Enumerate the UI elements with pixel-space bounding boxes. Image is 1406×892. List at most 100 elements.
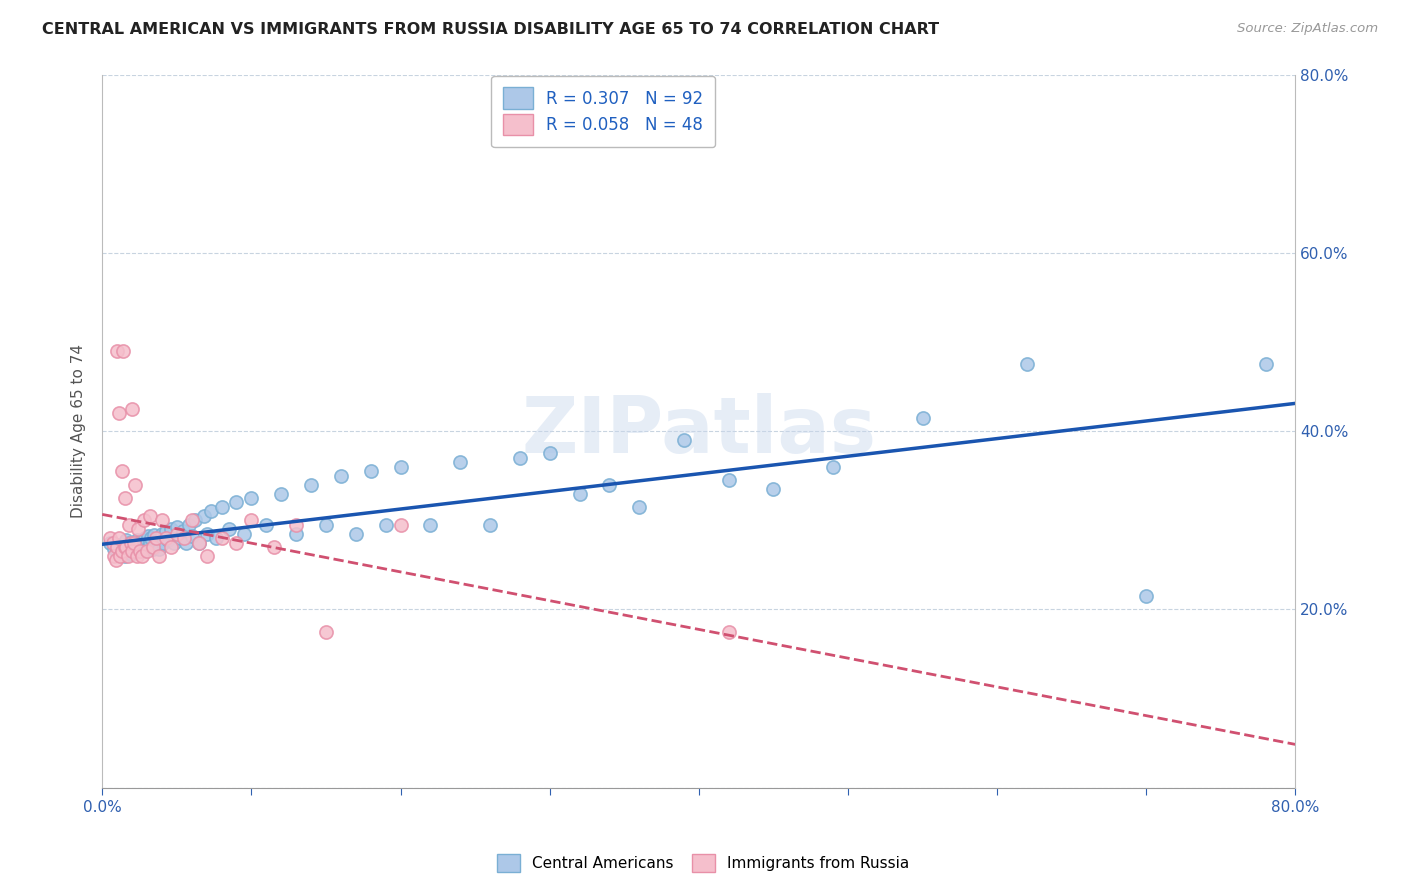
Point [132, 544, 155, 558]
Point [117, 538, 139, 552]
Point [419, 517, 441, 532]
Point [509, 450, 531, 465]
Point [121, 544, 143, 558]
Point [538, 446, 561, 460]
Point [125, 541, 148, 556]
Point [285, 526, 308, 541]
Point [107, 531, 129, 545]
Point [128, 540, 150, 554]
Point [1135, 589, 1157, 603]
Point [122, 535, 145, 549]
Point [104, 553, 127, 567]
Point [156, 533, 179, 547]
Point [329, 468, 352, 483]
Point [823, 459, 845, 474]
Point [183, 513, 205, 527]
Point [128, 544, 150, 558]
Point [628, 500, 651, 514]
Point [139, 508, 162, 523]
Point [174, 535, 197, 549]
Point [172, 524, 194, 538]
Point [114, 544, 136, 558]
Point [141, 531, 163, 545]
Point [136, 533, 159, 547]
Point [177, 517, 200, 532]
Y-axis label: Disability Age 65 to 74: Disability Age 65 to 74 [72, 344, 86, 518]
Point [134, 531, 156, 545]
Point [762, 482, 785, 496]
Point [188, 535, 211, 549]
Point [672, 433, 695, 447]
Point [121, 544, 143, 558]
Point [225, 495, 247, 509]
Point [163, 535, 186, 549]
Point [150, 526, 173, 541]
Point [108, 549, 131, 563]
Point [98, 531, 121, 545]
Point [911, 410, 934, 425]
Point [169, 531, 191, 545]
Point [374, 517, 396, 532]
Text: ZIPatlas: ZIPatlas [522, 393, 876, 469]
Point [143, 528, 166, 542]
Point [115, 540, 138, 554]
Point [188, 535, 211, 549]
Point [240, 491, 263, 505]
Point [125, 533, 148, 547]
Point [139, 535, 162, 549]
Point [146, 533, 169, 547]
Point [121, 401, 143, 416]
Point [107, 406, 129, 420]
Point [118, 517, 141, 532]
Point [105, 343, 128, 358]
Point [568, 486, 591, 500]
Point [124, 544, 146, 558]
Point [127, 522, 149, 536]
Point [112, 343, 135, 358]
Point [124, 477, 146, 491]
Point [121, 541, 143, 556]
Point [120, 535, 142, 549]
Point [136, 541, 159, 556]
Point [103, 541, 125, 556]
Point [101, 535, 124, 549]
Legend: R = 0.307   N = 92, R = 0.058   N = 48: R = 0.307 N = 92, R = 0.058 N = 48 [492, 76, 716, 147]
Point [114, 491, 136, 505]
Point [180, 529, 202, 543]
Point [360, 464, 382, 478]
Point [254, 517, 277, 532]
Point [110, 541, 132, 556]
Point [1254, 357, 1277, 371]
Point [240, 513, 263, 527]
Point [598, 477, 620, 491]
Point [105, 540, 128, 554]
Point [98, 535, 121, 549]
Point [299, 477, 322, 491]
Point [131, 549, 153, 563]
Point [200, 504, 222, 518]
Point [128, 544, 150, 558]
Point [389, 517, 412, 532]
Point [180, 513, 202, 527]
Point [155, 531, 177, 545]
Point [114, 540, 136, 554]
Point [122, 535, 145, 549]
Point [173, 531, 195, 545]
Point [121, 540, 143, 554]
Point [1015, 357, 1038, 371]
Point [131, 533, 153, 547]
Point [110, 464, 132, 478]
Point [159, 540, 181, 554]
Point [105, 544, 128, 558]
Point [166, 526, 188, 541]
Point [211, 500, 233, 514]
Legend: Central Americans, Immigrants from Russia: Central Americans, Immigrants from Russi… [489, 846, 917, 880]
Point [218, 522, 240, 536]
Point [315, 624, 337, 639]
Point [142, 540, 165, 554]
Point [132, 535, 155, 549]
Point [124, 538, 146, 552]
Point [166, 520, 188, 534]
Point [225, 535, 247, 549]
Point [148, 549, 170, 563]
